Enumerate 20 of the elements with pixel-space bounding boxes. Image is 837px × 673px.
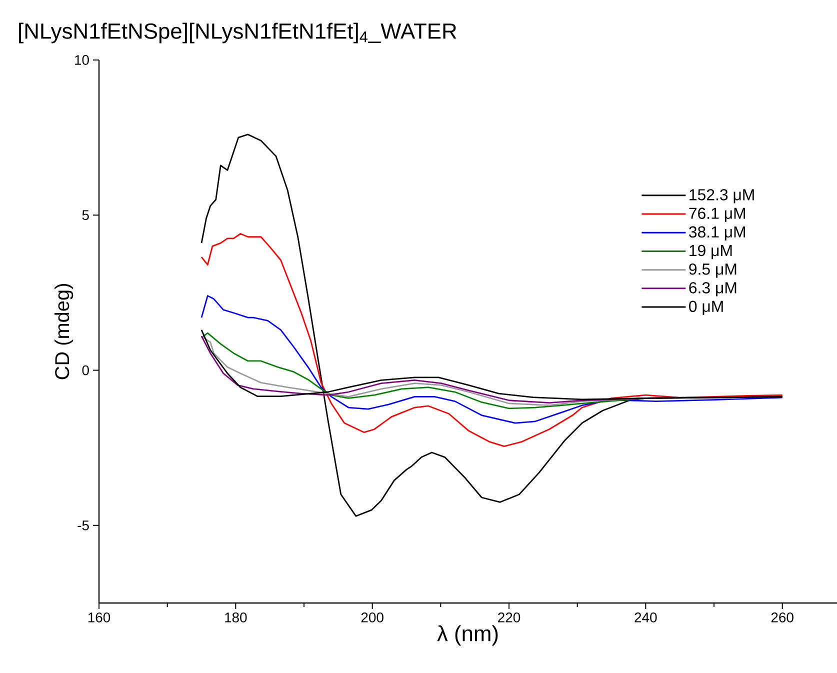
legend-label: 6.3 μM [689,282,736,296]
y-tick-label: 5 [82,210,89,220]
legend-label: 9.5 μM [689,264,736,278]
x-tick-label: 180 [225,612,247,622]
x-tick-label: 220 [498,612,520,622]
chart-title: [NLysN1fEtNSpe][NLysN1fEtN1fEt]$_{4}$_WATER [19,22,456,44]
y-tick-label: -5 [78,520,89,530]
legend-label: 152.3 μM [690,189,754,204]
y-tick-label: 0 [82,365,89,376]
y-axis-title: CD (mdeg) [54,284,74,380]
x-tick-label: 200 [361,612,384,622]
x-tick-label: 260 [771,612,794,622]
legend-label: 76.1 μM [689,208,746,222]
legend-label: 0 μM [689,300,723,315]
x-tick-label: 240 [634,612,657,622]
y-tick-label: 10 [75,55,89,65]
legend-label: 19 μM [690,244,732,260]
legend-label: 38.1 μM [689,226,746,240]
x-tick-label: 160 [88,612,110,622]
x-axis-title: λ (nm) [437,625,498,646]
